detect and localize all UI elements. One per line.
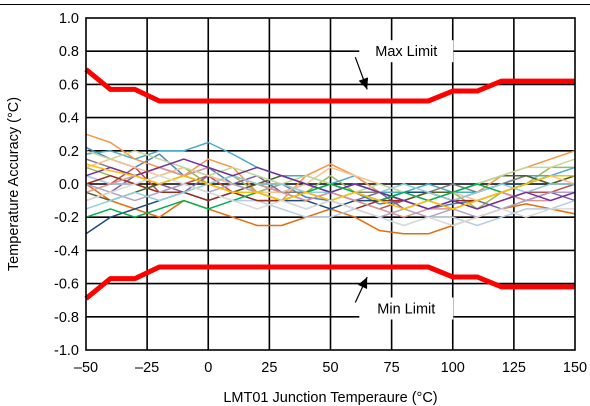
y-tick-label: -0.4 xyxy=(54,243,79,259)
limit-layer xyxy=(84,67,575,301)
y-tick-label: 0.8 xyxy=(59,44,79,60)
series-line-18 xyxy=(85,158,576,210)
series-layer xyxy=(85,133,576,235)
x-tick-label: 0 xyxy=(204,360,212,376)
y-tick-label: 0.4 xyxy=(59,111,79,127)
x-tick-label: 100 xyxy=(441,360,465,376)
series-line-21 xyxy=(85,174,575,227)
y-tick-label: 0.0 xyxy=(59,177,79,193)
x-tick-label: 75 xyxy=(384,360,400,376)
annotations: Max Limit Min Limit xyxy=(354,40,454,320)
max-limit-label-background xyxy=(359,40,454,63)
x-tick-label: 125 xyxy=(502,360,526,376)
min-limit-arrowhead xyxy=(358,276,368,290)
min-limit-label: Min Limit xyxy=(377,302,435,318)
series-line-19 xyxy=(85,174,575,218)
y-tick-label: 0.2 xyxy=(59,144,79,160)
x-tick-labels: –50 –25 0 25 50 75 100 125 150 xyxy=(74,360,587,376)
y-tick-label: -0.2 xyxy=(54,210,79,226)
y-tick-label: -0.8 xyxy=(54,310,79,326)
max-limit-label: Max Limit xyxy=(375,44,437,60)
y-tick-label: 1.0 xyxy=(59,11,79,27)
y-tick-label: -0.6 xyxy=(54,277,79,293)
y-tick-labels: -1.0 -0.8 -0.6 -0.4 -0.2 0.0 0.2 0.4 0.6 0.8 1.0 xyxy=(54,11,79,359)
y-axis-title: Temperature Accuracy (°C) xyxy=(6,97,22,271)
y-tick-label: -1.0 xyxy=(54,343,79,359)
min-limit-label-background xyxy=(359,297,454,320)
max-limit-arrowhead xyxy=(358,77,369,90)
plot-area-border xyxy=(85,17,576,351)
x-tick-label: 150 xyxy=(563,360,587,376)
x-tick-label: –25 xyxy=(135,360,159,376)
x-axis-title: LMT01 Junction Temperaure (°C) xyxy=(223,390,437,406)
x-tick-label: 25 xyxy=(261,360,277,376)
x-tick-label: –50 xyxy=(74,360,98,376)
x-tick-label: 50 xyxy=(322,360,338,376)
max-limit-line xyxy=(84,67,575,104)
y-tick-label: 0.6 xyxy=(59,77,79,93)
min-limit-line xyxy=(84,264,575,301)
